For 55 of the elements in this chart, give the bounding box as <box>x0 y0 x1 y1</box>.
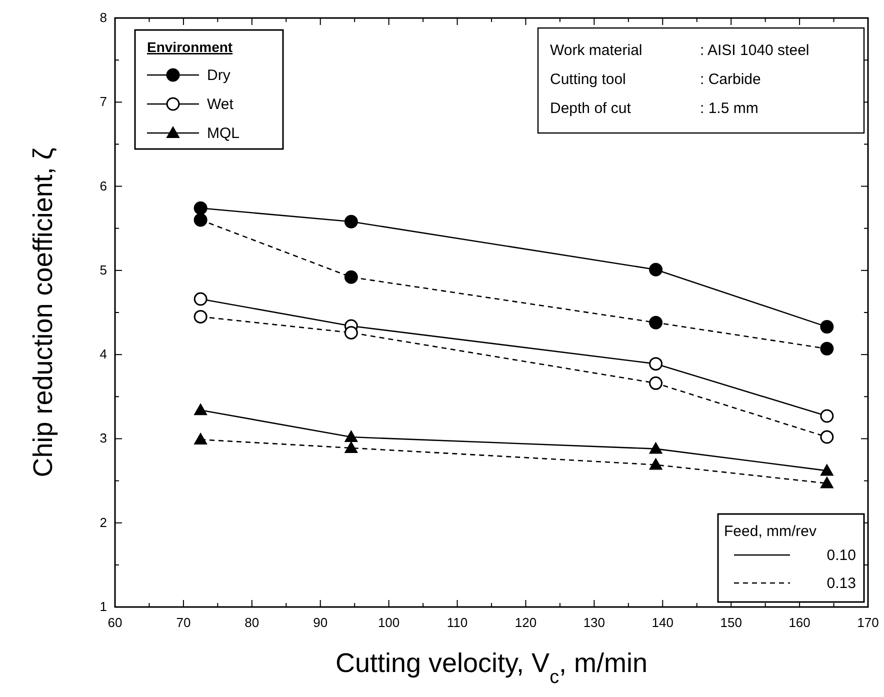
legend-title: Environment <box>147 39 233 55</box>
x-tick-label: 140 <box>652 615 674 630</box>
y-tick-label: 5 <box>100 262 107 278</box>
y-tick-label: 6 <box>100 178 107 194</box>
point <box>649 376 663 390</box>
point <box>344 270 358 284</box>
x-tick-label: 150 <box>720 615 742 630</box>
text: Cutting tool : Carbide <box>550 71 761 88</box>
x-tick-label: 110 <box>446 615 468 630</box>
annotation: 0.10 <box>826 547 856 564</box>
point <box>820 409 834 423</box>
text: Work material : AISI 1040 steel <box>550 42 810 59</box>
point <box>194 404 208 416</box>
point <box>820 320 834 334</box>
x-tick-label: 160 <box>788 615 810 630</box>
point <box>344 326 358 340</box>
y-tick-label: 3 <box>100 430 107 446</box>
x-tick-label: 100 <box>378 615 400 630</box>
x-axis-title: Cutting velocity, V$_{c}$, m/min <box>335 648 648 688</box>
point <box>194 201 208 215</box>
point <box>649 458 662 470</box>
x-tick-label: 130 <box>583 615 606 630</box>
point <box>820 430 834 444</box>
text: Depth of cut : 1.5 mm <box>550 100 758 117</box>
point <box>344 441 358 453</box>
x-tick-label: 80 <box>244 615 260 630</box>
point <box>649 262 663 276</box>
point <box>649 442 662 454</box>
x-tick-label: 70 <box>176 615 191 630</box>
x-tick-label: 90 <box>313 615 328 630</box>
point <box>820 464 834 476</box>
legend-label: Dry <box>207 67 231 84</box>
point <box>194 213 208 227</box>
point <box>649 357 663 371</box>
y-tick-label: 1 <box>100 599 107 614</box>
point <box>194 433 208 445</box>
x-tick-label: 170 <box>857 615 879 630</box>
point <box>344 430 358 442</box>
x-tick-label: 60 <box>108 615 122 630</box>
x-tick-label: 120 <box>514 615 537 630</box>
y-tick-label: 7 <box>100 94 107 110</box>
point <box>344 214 358 228</box>
y-axis-title: Chip reduction coefficient, ζ <box>28 148 58 478</box>
point <box>820 476 834 488</box>
y-tick-label: 8 <box>100 10 107 25</box>
point <box>194 310 208 324</box>
annotation: 0.13 <box>826 575 856 592</box>
legend-label: Wet <box>207 96 234 113</box>
point <box>649 316 663 330</box>
annotation: Feed, mm/rev <box>724 523 818 540</box>
legend-label: MQL <box>207 125 240 142</box>
y-tick-label: 2 <box>100 514 107 530</box>
point <box>820 342 834 356</box>
point <box>194 292 208 306</box>
y-tick-label: 4 <box>100 346 107 362</box>
